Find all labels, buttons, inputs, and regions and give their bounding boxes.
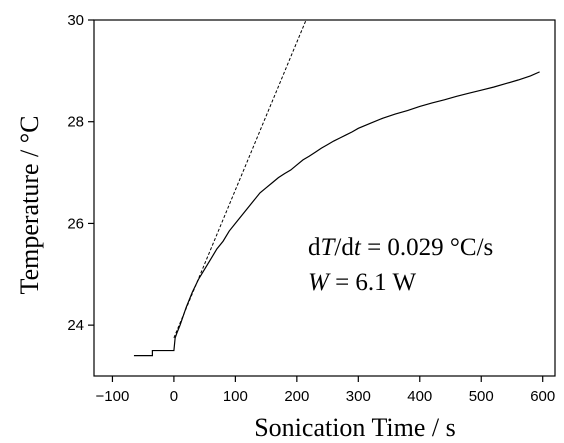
x-axis: −100 0 100 200 300 400 500 600 — [96, 376, 555, 405]
x-axis-title: Sonication Time / s — [254, 413, 456, 442]
x-tick-label: 200 — [284, 388, 309, 405]
x-tick-label: 500 — [469, 388, 494, 405]
x-tick-label: 300 — [346, 388, 371, 405]
y-tick-label: 26 — [67, 215, 84, 232]
y-axis-title: Temperature / °C — [15, 116, 44, 295]
temperature-series — [133, 71, 540, 357]
plot-area — [93, 19, 556, 377]
x-tick-label: 400 — [407, 388, 432, 405]
x-tick-label: −100 — [96, 388, 130, 405]
x-tick-label: 0 — [170, 388, 178, 405]
plot-frame — [93, 19, 556, 377]
x-tick-label: 600 — [530, 388, 555, 405]
annotation-power: W = 6.1 W — [308, 269, 416, 296]
y-tick-label: 28 — [67, 114, 84, 131]
y-axis: 24 26 28 30 — [67, 12, 94, 334]
x-tick-label: 100 — [223, 388, 248, 405]
annotation-rate: dT/dt = 0.029 °C/s — [308, 234, 493, 261]
temperature-line — [133, 71, 540, 357]
y-tick-label: 30 — [67, 12, 84, 29]
y-tick-label: 24 — [67, 317, 84, 334]
